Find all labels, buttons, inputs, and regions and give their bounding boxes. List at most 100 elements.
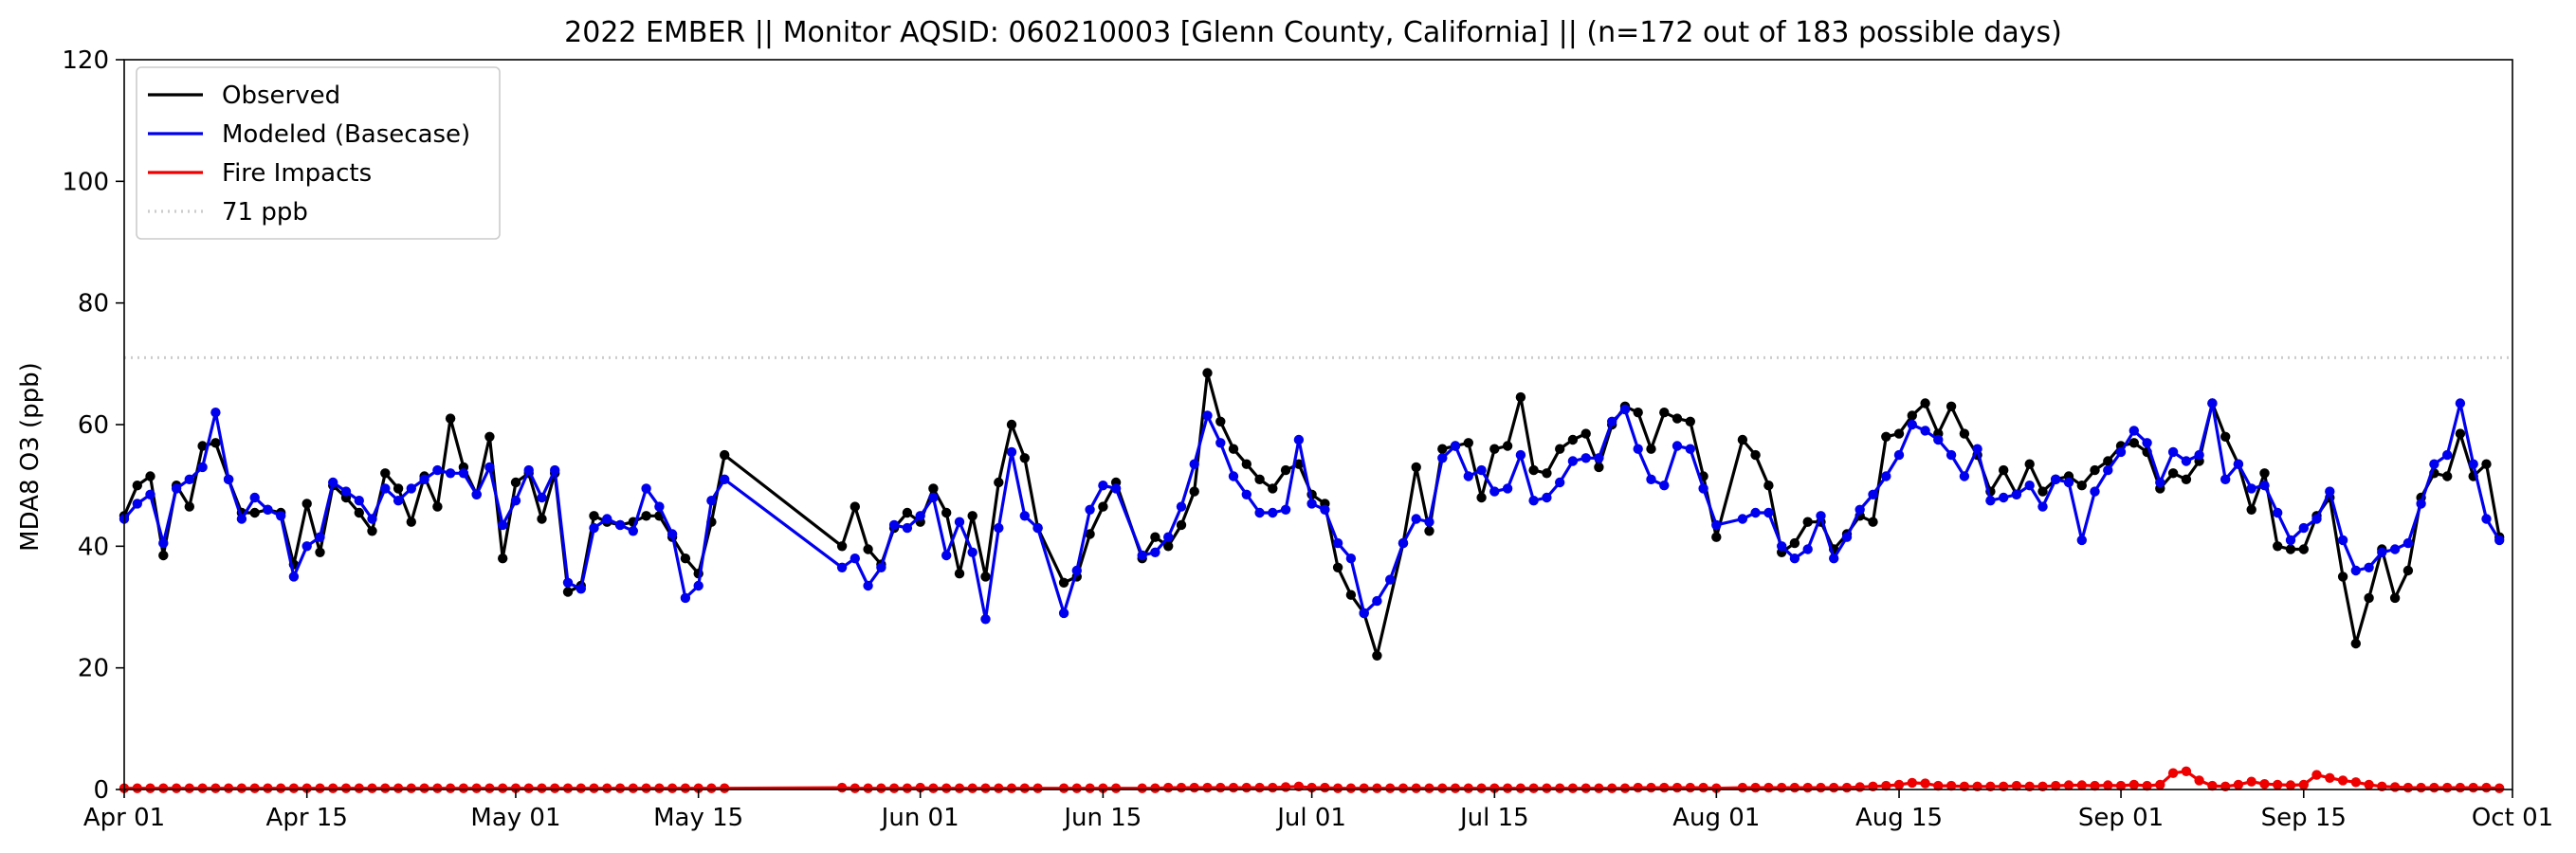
modeled-point — [2194, 449, 2204, 461]
fire-impacts-point — [602, 783, 612, 793]
legend-label: Fire Impacts — [222, 159, 372, 188]
observed-point — [562, 587, 574, 597]
fire-impacts-point — [328, 783, 338, 793]
fire-impacts-point — [1633, 782, 1643, 793]
fire-impacts-point — [145, 783, 155, 793]
observed-point — [510, 477, 521, 488]
modeled-point — [1868, 489, 1878, 499]
fire-impacts-point — [888, 783, 900, 793]
observed-point — [1893, 428, 1905, 439]
fire-impacts-point — [720, 783, 730, 793]
modeled-point — [1816, 511, 1826, 521]
modeled-point — [2389, 544, 2401, 554]
fire-impacts-point — [2350, 777, 2361, 788]
fire-impacts-point — [628, 783, 638, 793]
x-tick-label: May 01 — [470, 804, 560, 832]
fire-impacts-point — [667, 783, 678, 793]
modeled-point — [954, 517, 965, 527]
modeled-point — [2455, 398, 2466, 408]
fire-impacts-point — [1737, 782, 1748, 793]
observed-point — [1515, 391, 1526, 403]
x-tick-label: May 15 — [653, 804, 743, 832]
modeled-point — [2128, 426, 2139, 436]
modeled-point — [836, 562, 848, 572]
fire-impacts-point — [1137, 783, 1147, 793]
modeled-point — [393, 496, 404, 506]
fire-impacts-point — [1372, 783, 1382, 793]
modeled-point — [1202, 410, 1213, 421]
modeled-point — [2051, 474, 2061, 484]
observed-point — [850, 501, 860, 512]
modeled-point — [1959, 471, 1970, 481]
observed-point — [2442, 471, 2453, 481]
modeled-point — [1854, 504, 1865, 515]
modeled-point — [2377, 547, 2387, 557]
fire-impacts-point — [315, 783, 325, 793]
modeled-point — [1163, 532, 1174, 542]
fire-impacts-point — [1750, 782, 1761, 793]
fire-impacts-point — [288, 783, 300, 793]
modeled-point — [2090, 486, 2100, 497]
observed-point — [1567, 434, 1579, 445]
modeled-point — [510, 496, 521, 506]
fire-impacts-point — [967, 783, 977, 793]
modeled-point — [1306, 499, 1317, 509]
fire-impacts-point — [445, 783, 456, 793]
observed-point — [2350, 638, 2361, 649]
modeled-point — [471, 489, 482, 499]
fire-impacts-point — [2246, 776, 2256, 787]
modeled-point — [223, 474, 234, 484]
x-tick-label: Apr 01 — [83, 804, 165, 832]
observed-point — [1711, 532, 1722, 542]
modeled-point — [328, 477, 338, 488]
y-tick-label: 40 — [78, 533, 109, 561]
fire-impacts-point — [2311, 770, 2322, 780]
observed-point — [1489, 444, 1500, 454]
y-tick-label: 100 — [62, 168, 109, 196]
modeled-point — [1841, 532, 1853, 542]
fire-impacts-point — [184, 783, 194, 793]
modeled-point — [249, 492, 260, 503]
modeled-point — [537, 492, 547, 503]
fire-impacts-point — [301, 783, 312, 793]
observed-point — [680, 554, 691, 564]
modeled-point — [171, 483, 182, 494]
fire-impacts-point — [1594, 783, 1604, 793]
modeled-point — [876, 562, 886, 572]
fire-impacts-point — [1332, 783, 1343, 793]
modeled-point — [432, 464, 443, 476]
modeled-point — [693, 580, 703, 591]
x-tick-label: Sep 15 — [2261, 804, 2347, 832]
fire-impacts-point — [1489, 783, 1500, 793]
modeled-point — [850, 554, 860, 564]
observed-point — [1019, 453, 1031, 463]
modeled-point — [980, 614, 991, 625]
observed-point — [1659, 408, 1670, 418]
y-tick-label: 60 — [78, 411, 109, 440]
observed-point — [354, 507, 364, 518]
modeled-point — [1685, 444, 1696, 454]
observed-point — [980, 572, 991, 582]
modeled-point — [354, 496, 364, 506]
observed-point — [2273, 541, 2283, 552]
fire-impacts-point — [980, 783, 991, 793]
modeled-point — [562, 577, 574, 588]
observed-point — [941, 507, 952, 518]
observed-point — [1959, 428, 1970, 439]
modeled-point — [967, 547, 977, 557]
fire-impacts-point — [589, 783, 599, 793]
fire-impacts-point — [1777, 782, 1787, 793]
fire-impacts-point — [2285, 780, 2296, 790]
observed-point — [145, 471, 155, 481]
fire-impacts-point — [1907, 777, 1918, 789]
fire-impacts-point — [1893, 779, 1905, 790]
modeled-point — [2364, 562, 2374, 572]
modeled-point — [1476, 464, 1487, 476]
observed-point — [1789, 537, 1800, 549]
modeled-point — [1241, 489, 1252, 499]
fire-impacts-point — [2273, 779, 2283, 790]
x-tick-label: Aug 15 — [1855, 804, 1943, 832]
modeled-point — [1920, 426, 1930, 436]
observed-point — [132, 481, 142, 491]
modeled-point — [2468, 459, 2478, 469]
